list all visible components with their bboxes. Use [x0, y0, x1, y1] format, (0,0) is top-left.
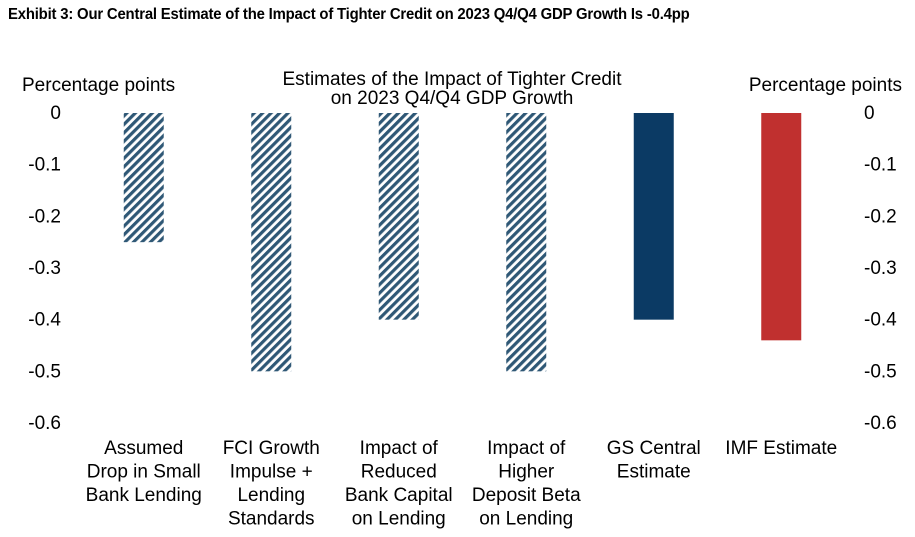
x-tick-label: Deposit Beta — [472, 485, 581, 506]
x-tick-label: Bank Capital — [345, 485, 453, 506]
x-tick-label: Estimate — [617, 462, 691, 483]
bar — [251, 113, 292, 372]
y-tick-label-left: -0.3 — [28, 258, 61, 279]
bar — [506, 113, 547, 372]
bar — [761, 113, 802, 341]
x-tick-label: Bank Lending — [86, 485, 202, 506]
y-tick-label-right: 0 — [864, 103, 875, 124]
bar-series — [123, 113, 802, 372]
chart-title-line: Estimates of the Impact of Tighter Credi… — [283, 69, 623, 90]
y-tick-label-left: 0 — [50, 103, 61, 124]
x-tick-label: Standards — [228, 509, 315, 530]
y-tick-label-right: -0.1 — [864, 155, 897, 176]
x-tick-label: Assumed — [104, 438, 183, 459]
x-tick-label: Impact of — [487, 438, 566, 459]
x-tick-label: GS Central — [607, 438, 701, 459]
y-tick-label-right: -0.4 — [864, 310, 897, 331]
x-tick-label: FCI Growth — [223, 438, 320, 459]
x-tick-label: Lending — [237, 485, 305, 506]
x-tick-label: IMF Estimate — [725, 438, 837, 459]
chart-title-line: on 2023 Q4/Q4 GDP Growth — [331, 88, 574, 109]
exhibit-title: Exhibit 3: Our Central Estimate of the I… — [8, 6, 690, 23]
y-tick-label-left: -0.2 — [28, 206, 61, 227]
chart-title: Estimates of the Impact of Tighter Credi… — [283, 69, 623, 109]
y-tick-label-left: -0.1 — [28, 155, 61, 176]
x-tick-label: on Lending — [352, 509, 446, 530]
y-axis-right: 0 -0.1 -0.2 -0.3 -0.4 -0.5 -0.6 — [864, 103, 897, 434]
y-tick-label-right: -0.3 — [864, 258, 897, 279]
y-tick-label-left: -0.6 — [28, 413, 61, 434]
y-axis-label-right: Percentage points — [749, 75, 902, 96]
bar — [378, 113, 419, 320]
x-tick-label: Higher — [498, 462, 555, 483]
y-tick-label-left: -0.4 — [28, 310, 61, 331]
y-tick-label-left: -0.5 — [28, 361, 61, 382]
bar — [123, 113, 164, 243]
x-tick-label: Impulse + — [230, 462, 313, 483]
y-axis-left: 0 -0.1 -0.2 -0.3 -0.4 -0.5 -0.6 — [28, 103, 61, 434]
x-tick-label: on Lending — [479, 509, 573, 530]
x-tick-label: Reduced — [361, 462, 437, 483]
y-tick-label-right: -0.6 — [864, 413, 897, 434]
y-tick-label-right: -0.5 — [864, 361, 897, 382]
y-axis-label-left: Percentage points — [22, 75, 175, 96]
x-tick-label: Drop in Small — [87, 462, 201, 483]
bar — [633, 113, 674, 320]
y-tick-label-right: -0.2 — [864, 206, 897, 227]
x-tick-label: Impact of — [360, 438, 439, 459]
